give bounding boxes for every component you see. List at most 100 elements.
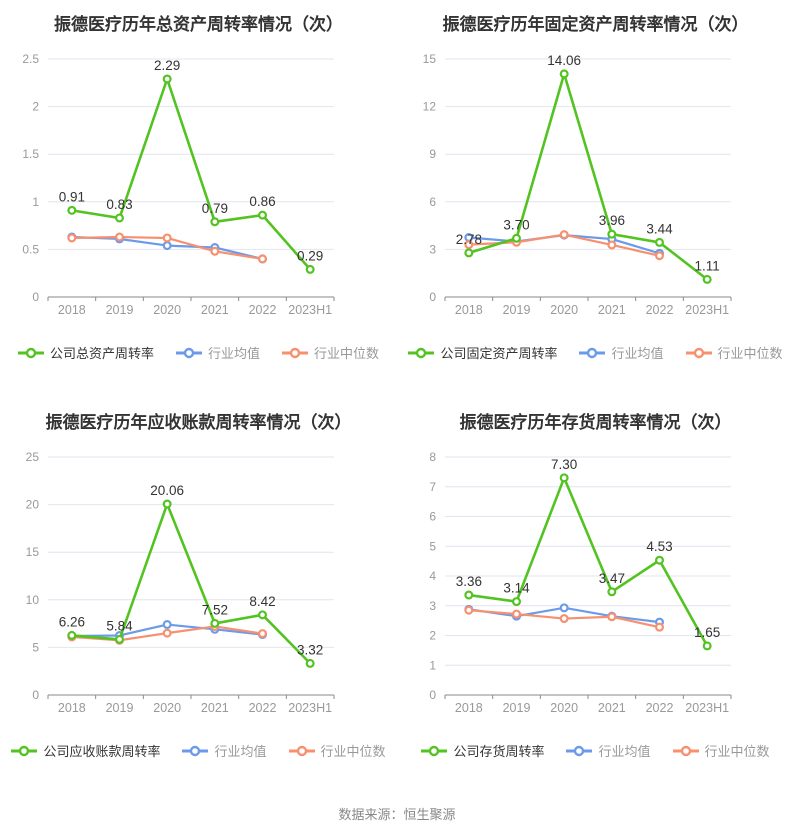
industry-median-line-marker-icon <box>672 745 699 757</box>
svg-text:2023H1: 2023H1 <box>685 701 729 715</box>
svg-text:0.83: 0.83 <box>106 197 132 212</box>
svg-text:1.5: 1.5 <box>22 147 39 161</box>
svg-text:15: 15 <box>26 545 40 559</box>
svg-text:2019: 2019 <box>503 303 531 317</box>
legend-item-company-series[interactable]: 公司存货周转率 <box>421 741 544 760</box>
svg-text:7: 7 <box>429 480 436 494</box>
data-source-text: 数据来源：恒生聚源 <box>338 807 456 822</box>
industry-mean-line-marker-icon <box>182 745 209 757</box>
svg-text:2018: 2018 <box>455 303 483 317</box>
company-line-marker-icon <box>408 347 435 359</box>
legend-item-industry-median[interactable]: 行业中位数 <box>672 741 770 760</box>
svg-text:2023H1: 2023H1 <box>288 303 332 317</box>
svg-text:1: 1 <box>32 195 39 209</box>
legend-item-company-series[interactable]: 公司总资产周转率 <box>17 343 154 362</box>
svg-text:2020: 2020 <box>153 303 181 317</box>
legend-item-company-series[interactable]: 公司固定资产周转率 <box>408 343 557 362</box>
chart-title: 振德医疗历年总资产周转率情况（次） <box>54 15 343 34</box>
industry-mean-line-marker-icon <box>175 347 202 359</box>
svg-text:3.70: 3.70 <box>503 217 529 232</box>
legend-label: 行业中位数 <box>717 346 783 361</box>
legend-label: 行业中位数 <box>320 744 386 759</box>
charts-grid: 振德医疗历年总资产周转率情况（次） 0 0.5 1 1.5 2 2.5 2018 2019 20… <box>0 0 794 796</box>
legend-label: 公司总资产周转率 <box>49 346 154 361</box>
svg-text:4.53: 4.53 <box>646 539 672 554</box>
svg-text:14.06: 14.06 <box>547 53 581 68</box>
legend-item-industry-mean[interactable]: 行业均值 <box>566 741 651 760</box>
svg-text:3.36: 3.36 <box>456 574 482 589</box>
svg-text:4: 4 <box>429 569 436 583</box>
svg-text:2023H1: 2023H1 <box>288 701 332 715</box>
svg-text:0: 0 <box>32 290 39 304</box>
legend-item-industry-median[interactable]: 行业中位数 <box>685 343 783 362</box>
svg-text:2022: 2022 <box>249 303 277 317</box>
svg-text:2022: 2022 <box>249 701 277 715</box>
legend-item-industry-median[interactable]: 行业中位数 <box>288 741 386 760</box>
chart-legend: 公司应收账款周转率 行业均值 行业中位数 <box>0 741 397 760</box>
svg-text:0: 0 <box>429 290 436 304</box>
legend-item-industry-mean[interactable]: 行业均值 <box>579 343 664 362</box>
svg-text:2018: 2018 <box>58 303 86 317</box>
svg-text:2020: 2020 <box>550 701 578 715</box>
svg-text:2018: 2018 <box>455 701 483 715</box>
svg-text:2021: 2021 <box>598 303 626 317</box>
svg-text:0.86: 0.86 <box>249 194 275 209</box>
svg-text:0.79: 0.79 <box>202 201 228 216</box>
svg-text:2023H1: 2023H1 <box>685 303 729 317</box>
legend-item-industry-mean[interactable]: 行业均值 <box>182 741 267 760</box>
svg-text:2.5: 2.5 <box>22 52 39 66</box>
company-line-marker-icon <box>17 347 44 359</box>
receivables-turnover-line-chart: 0 5 10 15 20 25 2018 2019 2020 2021 2022 2023H1 6.26… <box>26 450 335 715</box>
svg-text:3: 3 <box>429 242 436 256</box>
company-line-marker-icon <box>11 745 38 757</box>
chart-panel-total-asset-turnover: 振德医疗历年总资产周转率情况（次） 0 0.5 1 1.5 2 2.5 2018 2019 20… <box>0 0 397 398</box>
legend-item-industry-median[interactable]: 行业中位数 <box>282 343 379 362</box>
svg-text:5.84: 5.84 <box>106 618 133 633</box>
industry-median-line-marker-icon <box>282 347 308 359</box>
svg-text:2021: 2021 <box>201 701 229 715</box>
svg-text:3.96: 3.96 <box>599 213 625 228</box>
svg-text:0.91: 0.91 <box>59 189 85 204</box>
total-asset-turnover-line-chart: 0 0.5 1 1.5 2 2.5 2018 2019 2020 2021 2022 2023H1 0.… <box>22 52 335 317</box>
industry-mean-line-marker-icon <box>566 745 593 757</box>
chart-panel-inventory-turnover: 振德医疗历年存货周转率情况（次） 0 1 2 3 4 5 6 7 8 2018 2019 2020 20… <box>397 398 794 796</box>
svg-text:6: 6 <box>429 195 436 209</box>
svg-text:2.29: 2.29 <box>154 58 180 73</box>
svg-text:3.47: 3.47 <box>599 571 625 586</box>
svg-text:2.78: 2.78 <box>456 232 482 247</box>
chart-legend: 公司总资产周转率 行业均值 行业中位数 <box>0 343 397 362</box>
svg-text:12: 12 <box>423 100 437 114</box>
legend-label: 行业中位数 <box>314 346 380 361</box>
svg-text:2018: 2018 <box>58 701 86 715</box>
company-line-marker-icon <box>421 745 448 757</box>
legend-item-company-series[interactable]: 公司应收账款周转率 <box>11 741 160 760</box>
chart-panel-fixed-asset-turnover: 振德医疗历年固定资产周转率情况（次） 0 3 6 9 12 15 2018 2019 2020 2… <box>397 0 794 398</box>
svg-text:0.5: 0.5 <box>22 242 39 256</box>
svg-text:1: 1 <box>429 658 436 672</box>
legend-label: 行业均值 <box>214 744 267 759</box>
svg-text:3.32: 3.32 <box>297 642 323 657</box>
data-source-note: 数据来源：恒生聚源 <box>0 804 794 823</box>
svg-text:1.65: 1.65 <box>694 625 720 640</box>
chart-legend: 公司固定资产周转率 行业均值 行业中位数 <box>397 343 794 362</box>
svg-text:2020: 2020 <box>550 303 578 317</box>
industry-mean-line-marker-icon <box>579 347 606 359</box>
svg-text:2021: 2021 <box>201 303 229 317</box>
legend-item-industry-mean[interactable]: 行业均值 <box>175 343 260 362</box>
chart-title: 振德医疗历年存货周转率情况（次） <box>459 413 732 432</box>
legend-label: 行业均值 <box>611 346 664 361</box>
legend-label: 公司存货周转率 <box>453 744 545 759</box>
inventory-turnover-line-chart: 0 1 2 3 4 5 6 7 8 2018 2019 2020 2021 2022 2023H1 3.36 3… <box>429 450 732 715</box>
svg-text:5: 5 <box>429 539 436 553</box>
svg-text:10: 10 <box>26 593 40 607</box>
svg-text:2022: 2022 <box>646 303 674 317</box>
svg-text:20: 20 <box>26 498 40 512</box>
chart-title: 振德医疗历年固定资产周转率情况（次） <box>442 15 749 34</box>
svg-text:1.11: 1.11 <box>695 258 720 273</box>
fixed-asset-turnover-line-chart: 0 3 6 9 12 15 2018 2019 2020 2021 2022 2023H1 2.78 3.… <box>423 52 732 317</box>
svg-text:25: 25 <box>26 450 40 464</box>
chart-panel-receivables-turnover: 振德医疗历年应收账款周转率情况（次） 0 5 10 15 20 25 2018 2019 202… <box>0 398 397 796</box>
legend-label: 行业中位数 <box>704 744 770 759</box>
svg-text:6: 6 <box>429 510 436 524</box>
svg-text:15: 15 <box>423 52 437 66</box>
